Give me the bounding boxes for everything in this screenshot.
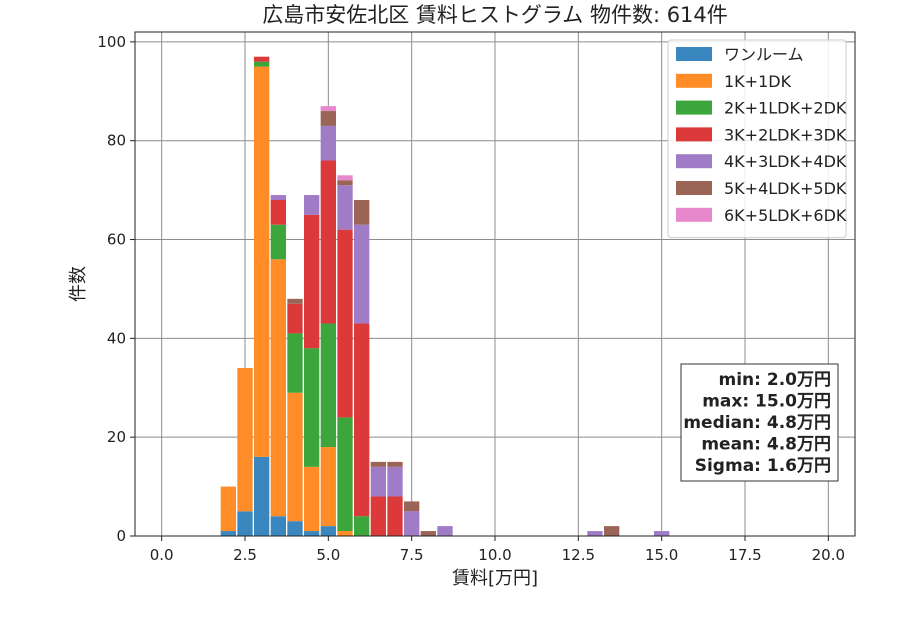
stats-line-2: median: 4.8万円 bbox=[683, 413, 831, 433]
bar-segment-s3-b2 bbox=[254, 56, 270, 62]
legend-swatch-0 bbox=[676, 47, 712, 61]
bar-segment-s5-b10 bbox=[387, 461, 403, 467]
bar-segment-s0-b1 bbox=[237, 511, 253, 536]
bar-segment-s3-b9 bbox=[370, 496, 386, 536]
x-tick-label: 10.0 bbox=[478, 546, 511, 564]
y-tick-label: 0 bbox=[116, 527, 126, 545]
legend-label-0: ワンルーム bbox=[724, 45, 804, 64]
legend-swatch-3 bbox=[676, 127, 712, 142]
x-tick-label: 20.0 bbox=[812, 546, 845, 564]
legend-label-4: 4K+3LDK+4DK bbox=[724, 152, 847, 171]
bar-segment-s5-b15 bbox=[604, 526, 620, 536]
legend-frame bbox=[667, 39, 847, 239]
x-tick-label: 5.0 bbox=[316, 546, 340, 564]
legend-label-2: 2K+1LDK+2DK bbox=[724, 99, 847, 118]
bar-segment-s5-b7 bbox=[337, 180, 353, 186]
bar-segment-s4-b3 bbox=[270, 195, 286, 200]
bar-segment-s5-b4 bbox=[287, 298, 303, 304]
legend-label-1: 1K+1DK bbox=[724, 72, 792, 91]
histogram-bars bbox=[220, 56, 670, 536]
bar-segment-s3-b6 bbox=[320, 160, 336, 324]
y-tick-label: 80 bbox=[107, 132, 126, 150]
y-axis-label: 件数 bbox=[68, 266, 89, 302]
legend-swatch-4 bbox=[676, 154, 712, 169]
bar-segment-s4-b6 bbox=[320, 125, 336, 161]
bar-segment-s3-b4 bbox=[287, 303, 303, 334]
bar-segment-s3-b7 bbox=[337, 229, 353, 418]
bar-segment-s5-b9 bbox=[370, 461, 386, 467]
bar-segment-s0-b0 bbox=[220, 531, 236, 536]
legend-swatch-2 bbox=[676, 100, 712, 115]
x-tick-label: 0.0 bbox=[150, 546, 174, 564]
bar-segment-s2-b6 bbox=[320, 323, 336, 448]
y-tick-label: 40 bbox=[107, 329, 126, 347]
stats-line-3: mean: 4.8万円 bbox=[701, 435, 831, 455]
bar-segment-s4-b5 bbox=[304, 195, 320, 215]
legend-swatch-6 bbox=[676, 207, 712, 222]
stats-line-1: max: 15.0万円 bbox=[702, 392, 831, 412]
x-axis-ticks: 0.0 2.5 5.0 7.5 10.0 12.5 15.0 17.5 20.0 bbox=[150, 536, 845, 564]
stats-line-0: min: 2.0万円 bbox=[719, 370, 831, 390]
bar-segment-s3-b3 bbox=[270, 200, 286, 225]
bar-segment-s6-b6 bbox=[320, 106, 336, 112]
bar-segment-s2-b4 bbox=[287, 333, 303, 393]
bar-segment-s2-b8 bbox=[354, 516, 370, 536]
bar-segment-s3-b8 bbox=[354, 323, 370, 517]
y-tick-label: 60 bbox=[107, 231, 126, 249]
x-tick-label: 7.5 bbox=[400, 546, 424, 564]
legend-label-5: 5K+4LDK+5DK bbox=[724, 179, 847, 198]
bar-segment-s0-b6 bbox=[320, 526, 336, 536]
legend: ワンルーム 1K+1DK 2K+1LDK+2DK 3K+2LDK+3DK 4K+3LDK… bbox=[667, 39, 847, 239]
x-axis-label: 賃料[万円] bbox=[452, 568, 538, 589]
bar-segment-s4-b9 bbox=[370, 466, 386, 497]
bar-segment-s1-b4 bbox=[287, 392, 303, 522]
bar-segment-s2-b7 bbox=[337, 417, 353, 532]
bar-segment-s4-b16 bbox=[654, 531, 670, 536]
bar-segment-s1-b1 bbox=[237, 368, 253, 512]
bar-segment-s5-b12 bbox=[420, 531, 436, 536]
bar-segment-s0-b2 bbox=[254, 456, 270, 536]
bar-segment-s4-b8 bbox=[354, 224, 370, 324]
legend-swatch-5 bbox=[676, 181, 712, 195]
bar-segment-s0-b5 bbox=[304, 531, 320, 536]
stats-frame bbox=[680, 363, 839, 482]
bar-segment-s4-b7 bbox=[337, 185, 353, 230]
bar-segment-s1-b2 bbox=[254, 66, 270, 457]
legend-label-3: 3K+2LDK+3DK bbox=[724, 125, 847, 144]
stats-line-4: Sigma: 1.6万円 bbox=[695, 456, 831, 476]
bar-segment-s2-b3 bbox=[270, 224, 286, 260]
bar-segment-s1-b5 bbox=[304, 466, 320, 532]
bar-segment-s5-b11 bbox=[404, 501, 420, 512]
bar-segment-s3-b5 bbox=[304, 214, 320, 349]
y-tick-label: 100 bbox=[97, 33, 126, 51]
bar-segment-s2-b2 bbox=[254, 61, 270, 67]
legend-swatch-1 bbox=[676, 73, 712, 88]
bar-segment-s0-b3 bbox=[270, 516, 286, 536]
x-tick-label: 17.5 bbox=[728, 546, 761, 564]
chart-title: 広島市安佐北区 賃料ヒストグラム 物件数: 614件 bbox=[262, 3, 728, 27]
bar-segment-s5-b6 bbox=[320, 111, 336, 126]
bar-segment-s4-b10 bbox=[387, 466, 403, 497]
y-axis-ticks: 0 20 40 60 80 100 bbox=[97, 33, 135, 545]
bar-segment-s4-b13 bbox=[437, 526, 453, 536]
bar-segment-s4-b11 bbox=[404, 511, 420, 536]
legend-label-6: 6K+5LDK+6DK bbox=[724, 206, 847, 225]
bar-segment-s1-b6 bbox=[320, 447, 336, 527]
bar-segment-s1-b7 bbox=[337, 531, 353, 536]
bar-segment-s4-b14 bbox=[587, 531, 603, 536]
bar-segment-s2-b5 bbox=[304, 348, 320, 467]
bar-segment-s1-b0 bbox=[220, 486, 236, 532]
bar-segment-s0-b4 bbox=[287, 521, 303, 536]
bar-segment-s5-b8 bbox=[354, 200, 370, 225]
bar-segment-s1-b3 bbox=[270, 259, 286, 517]
x-tick-label: 2.5 bbox=[233, 546, 257, 564]
y-tick-label: 20 bbox=[107, 428, 126, 446]
bar-segment-s6-b7 bbox=[337, 175, 353, 181]
x-tick-label: 15.0 bbox=[645, 546, 678, 564]
bar-segment-s3-b10 bbox=[387, 496, 403, 536]
x-tick-label: 12.5 bbox=[562, 546, 595, 564]
